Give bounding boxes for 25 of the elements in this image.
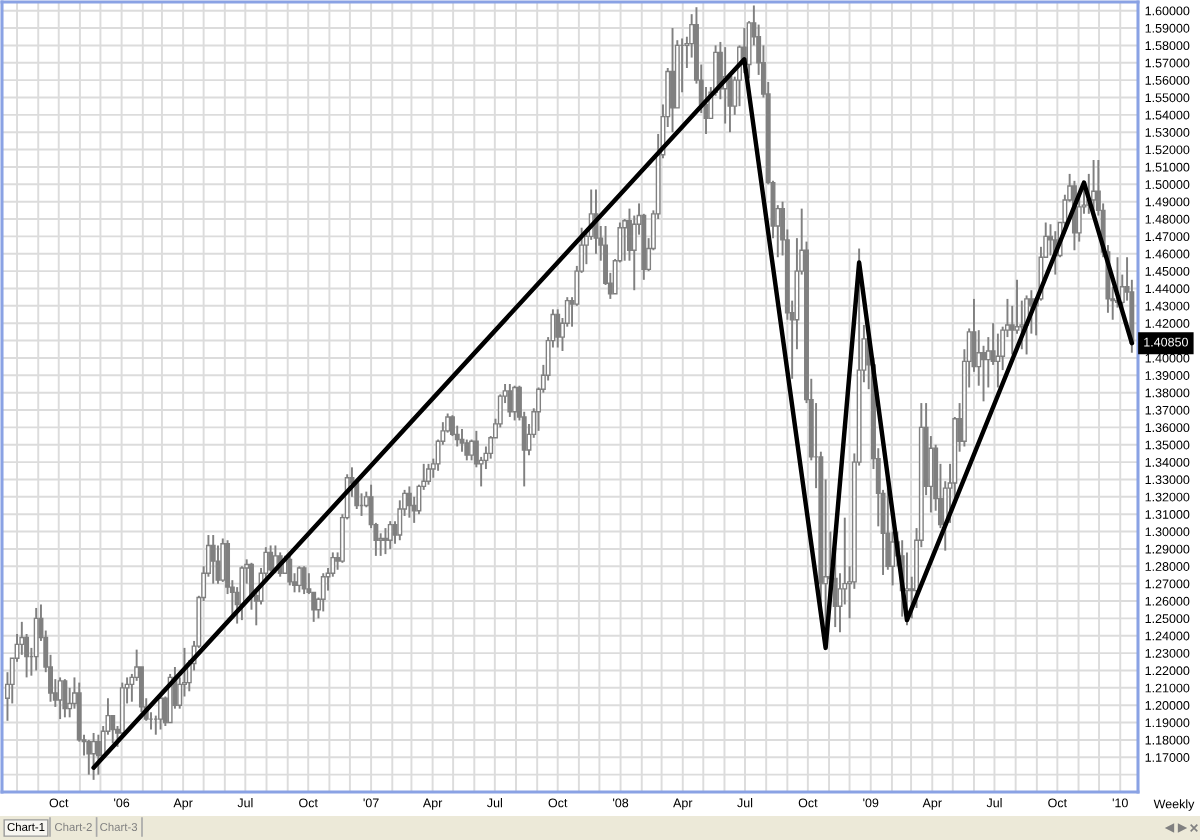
candlestick <box>459 428 465 453</box>
candlestick <box>382 527 388 556</box>
candlestick <box>387 520 393 550</box>
candlestick <box>95 733 101 776</box>
candlestick <box>670 27 675 134</box>
candlestick <box>210 534 216 585</box>
candlestick <box>301 565 307 596</box>
candlestick <box>158 693 164 731</box>
candlestick <box>426 462 431 486</box>
candlestick <box>287 554 293 587</box>
candlestick <box>1091 159 1097 215</box>
candlestick <box>268 544 274 573</box>
candlestick <box>33 606 39 672</box>
candlestick <box>507 383 513 418</box>
candlestick <box>512 384 518 422</box>
candlestick <box>449 414 455 438</box>
candlestick <box>239 565 245 622</box>
candlestick <box>469 438 475 462</box>
candlestick <box>555 308 561 349</box>
candlestick <box>91 732 97 781</box>
candlestick <box>296 565 302 594</box>
candlestick <box>86 738 92 776</box>
candlestick <box>406 485 412 519</box>
candlestick <box>320 572 326 613</box>
candlestick <box>62 678 68 719</box>
